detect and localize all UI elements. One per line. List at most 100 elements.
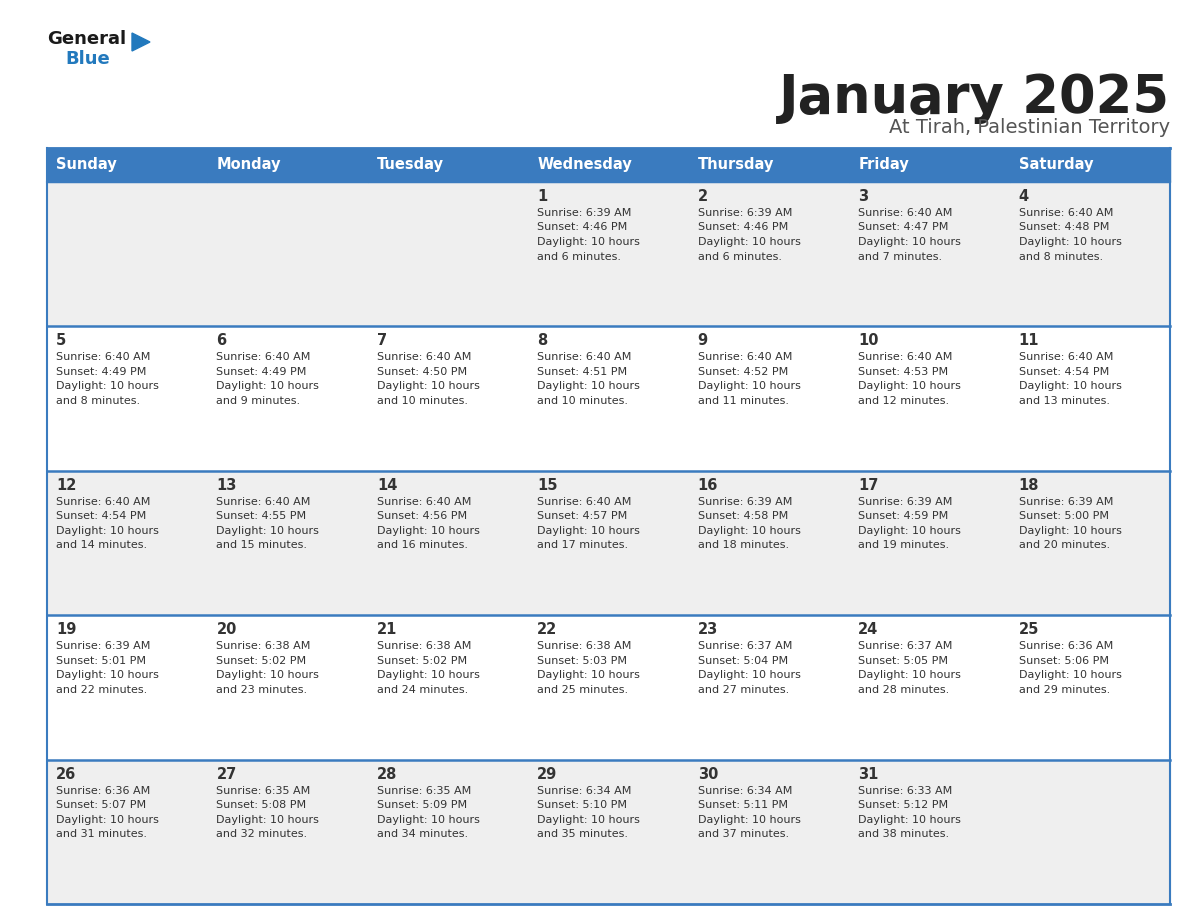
Text: Sunrise: 6:34 AM: Sunrise: 6:34 AM	[537, 786, 632, 796]
Text: 11: 11	[1018, 333, 1040, 349]
Text: Daylight: 10 hours: Daylight: 10 hours	[56, 814, 159, 824]
Bar	[1010, 148, 1170, 182]
Text: and 6 minutes.: and 6 minutes.	[537, 252, 621, 262]
Text: and 25 minutes.: and 25 minutes.	[537, 685, 628, 695]
Text: and 13 minutes.: and 13 minutes.	[1018, 396, 1110, 406]
Text: Sunset: 5:04 PM: Sunset: 5:04 PM	[697, 655, 788, 666]
Text: Sunday: Sunday	[56, 158, 116, 173]
Text: and 24 minutes.: and 24 minutes.	[377, 685, 468, 695]
Text: Sunset: 4:51 PM: Sunset: 4:51 PM	[537, 367, 627, 377]
Text: Sunrise: 6:40 AM: Sunrise: 6:40 AM	[56, 497, 151, 507]
Text: 31: 31	[858, 767, 878, 781]
Text: and 16 minutes.: and 16 minutes.	[377, 541, 468, 550]
Text: Sunset: 4:57 PM: Sunset: 4:57 PM	[537, 511, 627, 521]
Text: 20: 20	[216, 622, 236, 637]
Text: Thursday: Thursday	[697, 158, 775, 173]
Text: Daylight: 10 hours: Daylight: 10 hours	[377, 670, 480, 680]
Text: Sunrise: 6:37 AM: Sunrise: 6:37 AM	[858, 641, 953, 651]
Text: and 14 minutes.: and 14 minutes.	[56, 541, 147, 550]
Text: Daylight: 10 hours: Daylight: 10 hours	[56, 526, 159, 536]
Bar	[48, 148, 208, 182]
Text: Daylight: 10 hours: Daylight: 10 hours	[216, 381, 320, 391]
Text: Sunset: 4:59 PM: Sunset: 4:59 PM	[858, 511, 948, 521]
Text: Daylight: 10 hours: Daylight: 10 hours	[697, 381, 801, 391]
Text: 22: 22	[537, 622, 557, 637]
Text: and 27 minutes.: and 27 minutes.	[697, 685, 789, 695]
Text: 26: 26	[56, 767, 76, 781]
Text: Sunrise: 6:39 AM: Sunrise: 6:39 AM	[537, 208, 632, 218]
Text: Sunrise: 6:38 AM: Sunrise: 6:38 AM	[216, 641, 311, 651]
Text: Sunset: 5:10 PM: Sunset: 5:10 PM	[537, 800, 627, 810]
Text: 21: 21	[377, 622, 397, 637]
Text: and 18 minutes.: and 18 minutes.	[697, 541, 789, 550]
Bar	[48, 615, 1170, 759]
Text: Sunrise: 6:40 AM: Sunrise: 6:40 AM	[1018, 353, 1113, 363]
Bar	[48, 471, 1170, 615]
Text: 27: 27	[216, 767, 236, 781]
Text: Sunrise: 6:35 AM: Sunrise: 6:35 AM	[216, 786, 311, 796]
Text: Daylight: 10 hours: Daylight: 10 hours	[1018, 670, 1121, 680]
Text: and 19 minutes.: and 19 minutes.	[858, 541, 949, 550]
Text: Sunset: 5:07 PM: Sunset: 5:07 PM	[56, 800, 146, 810]
Text: Daylight: 10 hours: Daylight: 10 hours	[537, 526, 640, 536]
Text: Sunset: 5:11 PM: Sunset: 5:11 PM	[697, 800, 788, 810]
Text: 17: 17	[858, 477, 878, 493]
Text: and 23 minutes.: and 23 minutes.	[216, 685, 308, 695]
Text: Sunrise: 6:39 AM: Sunrise: 6:39 AM	[1018, 497, 1113, 507]
Text: Daylight: 10 hours: Daylight: 10 hours	[1018, 237, 1121, 247]
Text: Daylight: 10 hours: Daylight: 10 hours	[216, 670, 320, 680]
Text: Sunset: 5:03 PM: Sunset: 5:03 PM	[537, 655, 627, 666]
Text: 30: 30	[697, 767, 718, 781]
Text: and 17 minutes.: and 17 minutes.	[537, 541, 628, 550]
Text: Daylight: 10 hours: Daylight: 10 hours	[56, 670, 159, 680]
Text: Saturday: Saturday	[1018, 158, 1093, 173]
Text: At Tirah, Palestinian Territory: At Tirah, Palestinian Territory	[889, 118, 1170, 137]
Text: Sunrise: 6:40 AM: Sunrise: 6:40 AM	[56, 353, 151, 363]
Text: Daylight: 10 hours: Daylight: 10 hours	[216, 814, 320, 824]
Text: Tuesday: Tuesday	[377, 158, 444, 173]
Bar	[48, 327, 1170, 471]
Text: and 29 minutes.: and 29 minutes.	[1018, 685, 1110, 695]
Text: 8: 8	[537, 333, 548, 349]
Text: and 15 minutes.: and 15 minutes.	[216, 541, 308, 550]
Text: Sunrise: 6:40 AM: Sunrise: 6:40 AM	[537, 497, 632, 507]
Text: and 6 minutes.: and 6 minutes.	[697, 252, 782, 262]
Text: Sunset: 5:08 PM: Sunset: 5:08 PM	[216, 800, 307, 810]
Bar	[529, 148, 689, 182]
Text: Daylight: 10 hours: Daylight: 10 hours	[858, 237, 961, 247]
Bar	[849, 148, 1010, 182]
Text: Sunrise: 6:40 AM: Sunrise: 6:40 AM	[1018, 208, 1113, 218]
Text: 19: 19	[56, 622, 76, 637]
Text: and 11 minutes.: and 11 minutes.	[697, 396, 789, 406]
Text: 2: 2	[697, 189, 708, 204]
Text: Sunset: 5:02 PM: Sunset: 5:02 PM	[216, 655, 307, 666]
Text: 16: 16	[697, 477, 718, 493]
Text: and 37 minutes.: and 37 minutes.	[697, 829, 789, 839]
Text: Sunset: 4:54 PM: Sunset: 4:54 PM	[56, 511, 146, 521]
Text: 7: 7	[377, 333, 387, 349]
Text: Sunrise: 6:36 AM: Sunrise: 6:36 AM	[56, 786, 150, 796]
Text: Sunset: 4:56 PM: Sunset: 4:56 PM	[377, 511, 467, 521]
Text: Friday: Friday	[858, 158, 909, 173]
Text: 5: 5	[56, 333, 67, 349]
Text: and 10 minutes.: and 10 minutes.	[377, 396, 468, 406]
Text: Sunrise: 6:40 AM: Sunrise: 6:40 AM	[377, 497, 472, 507]
Text: and 20 minutes.: and 20 minutes.	[1018, 541, 1110, 550]
Bar	[689, 148, 849, 182]
Text: Daylight: 10 hours: Daylight: 10 hours	[697, 237, 801, 247]
Text: 1: 1	[537, 189, 548, 204]
Text: Daylight: 10 hours: Daylight: 10 hours	[537, 381, 640, 391]
Text: 13: 13	[216, 477, 236, 493]
Text: 4: 4	[1018, 189, 1029, 204]
Bar	[48, 182, 1170, 327]
Bar	[48, 759, 1170, 904]
Text: Wednesday: Wednesday	[537, 158, 632, 173]
Text: Sunset: 4:49 PM: Sunset: 4:49 PM	[56, 367, 146, 377]
Text: Sunrise: 6:39 AM: Sunrise: 6:39 AM	[56, 641, 151, 651]
Text: Sunrise: 6:34 AM: Sunrise: 6:34 AM	[697, 786, 792, 796]
Text: Sunset: 5:01 PM: Sunset: 5:01 PM	[56, 655, 146, 666]
Text: 25: 25	[1018, 622, 1040, 637]
Text: Sunset: 4:54 PM: Sunset: 4:54 PM	[1018, 367, 1108, 377]
Text: and 8 minutes.: and 8 minutes.	[1018, 252, 1102, 262]
Text: and 22 minutes.: and 22 minutes.	[56, 685, 147, 695]
